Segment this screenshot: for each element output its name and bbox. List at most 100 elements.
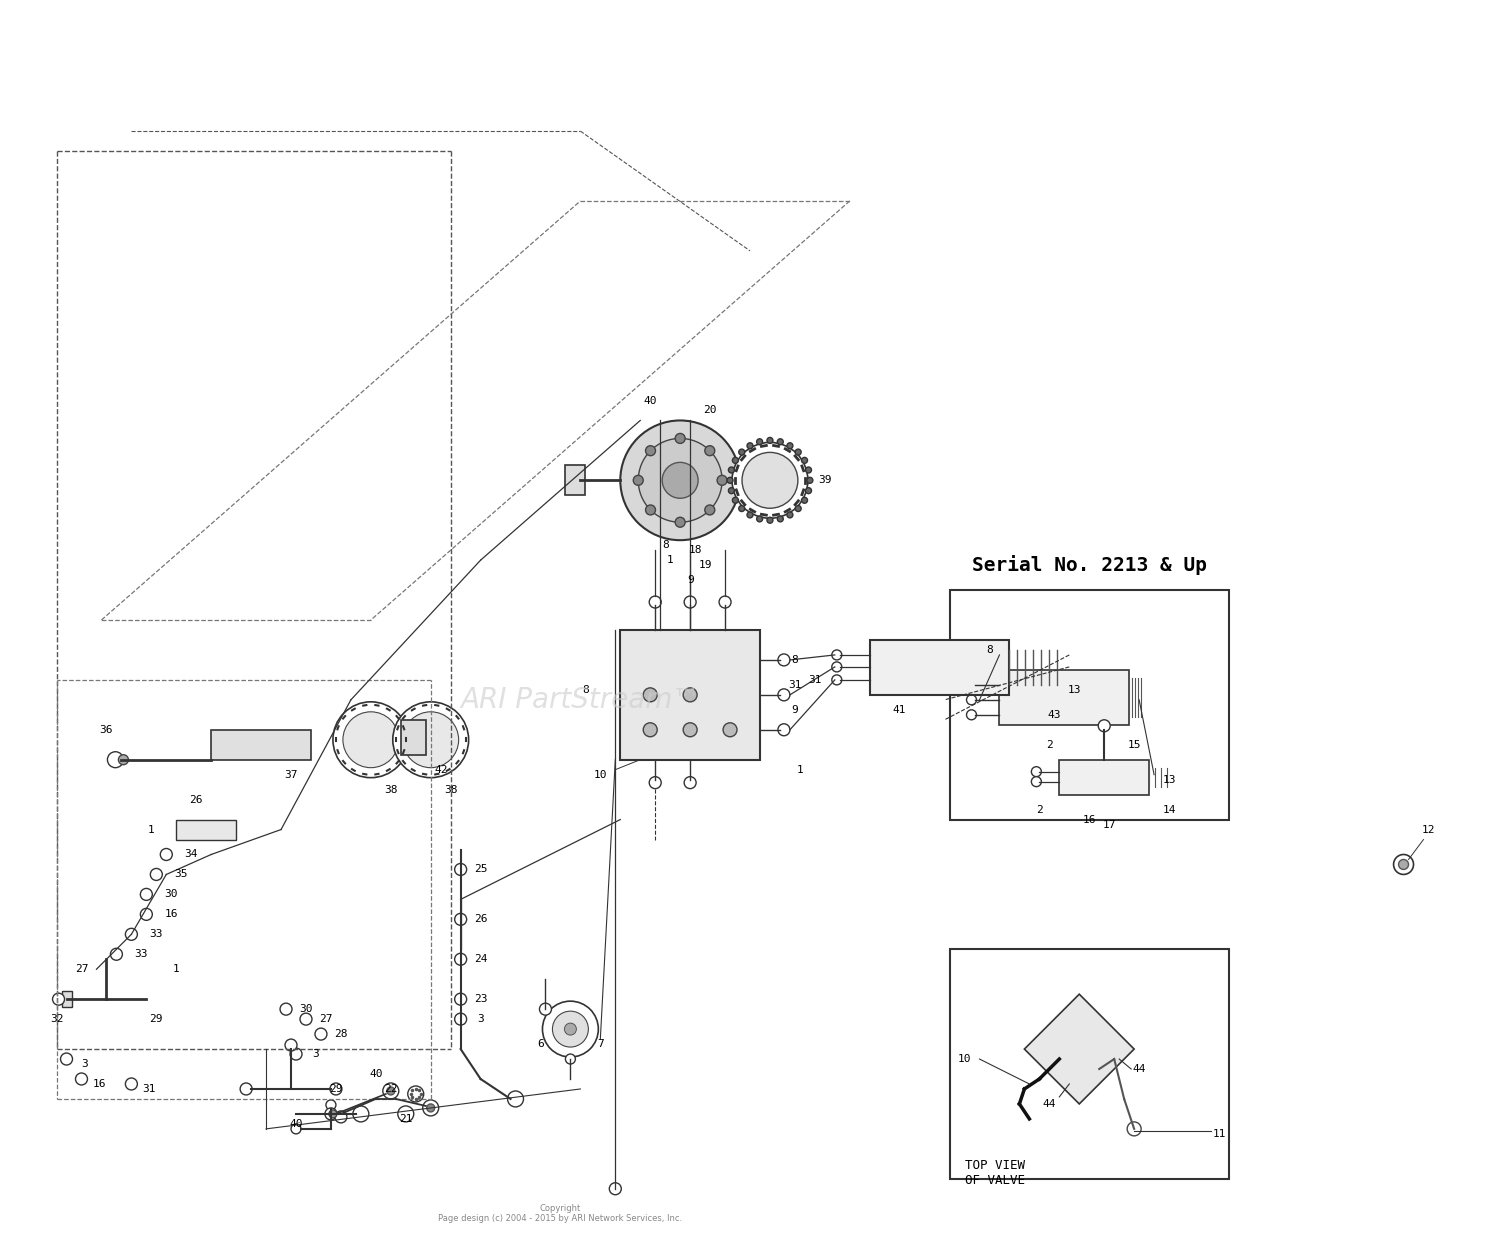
Text: 9: 9 — [687, 575, 693, 585]
Circle shape — [747, 442, 753, 449]
Circle shape — [326, 1100, 336, 1110]
Circle shape — [1032, 766, 1041, 776]
Polygon shape — [1024, 994, 1134, 1104]
Circle shape — [393, 701, 468, 778]
Circle shape — [778, 689, 790, 701]
Text: 10: 10 — [958, 1054, 972, 1064]
Circle shape — [1398, 860, 1408, 870]
Circle shape — [756, 439, 762, 445]
Circle shape — [382, 1082, 399, 1099]
Text: 37: 37 — [285, 770, 298, 780]
Text: 31: 31 — [788, 680, 801, 690]
Text: 30: 30 — [298, 1004, 312, 1014]
Circle shape — [966, 680, 976, 690]
Circle shape — [300, 1014, 312, 1025]
Circle shape — [718, 596, 730, 608]
Bar — [62, 991, 72, 1008]
Circle shape — [756, 516, 762, 521]
Text: 36: 36 — [99, 725, 112, 735]
Text: 2: 2 — [1046, 740, 1053, 750]
Text: 21: 21 — [399, 1114, 412, 1124]
Circle shape — [543, 1001, 598, 1058]
Text: 9: 9 — [792, 705, 798, 715]
Text: 40: 40 — [290, 1119, 303, 1129]
Circle shape — [126, 1078, 138, 1090]
Circle shape — [728, 478, 734, 484]
Circle shape — [766, 438, 772, 444]
Text: 16: 16 — [1083, 815, 1096, 825]
Circle shape — [423, 1100, 438, 1116]
Circle shape — [330, 1082, 342, 1095]
Circle shape — [723, 722, 736, 736]
Circle shape — [552, 1011, 588, 1048]
Text: 16: 16 — [93, 1079, 106, 1089]
Circle shape — [801, 498, 807, 504]
Circle shape — [540, 1004, 552, 1015]
Text: 8: 8 — [662, 540, 669, 550]
Circle shape — [747, 512, 753, 518]
Text: 31: 31 — [142, 1084, 156, 1094]
Text: 13: 13 — [1068, 685, 1082, 695]
Circle shape — [662, 462, 698, 499]
Text: 6: 6 — [537, 1039, 544, 1049]
Circle shape — [454, 994, 466, 1005]
Text: 27: 27 — [75, 964, 88, 974]
Circle shape — [684, 596, 696, 608]
Circle shape — [788, 442, 794, 449]
Circle shape — [675, 518, 686, 528]
Circle shape — [454, 914, 466, 925]
Circle shape — [778, 724, 790, 736]
Bar — [870, 640, 1010, 695]
Text: 1: 1 — [148, 825, 154, 835]
Text: 11: 11 — [1212, 1129, 1225, 1139]
Circle shape — [732, 442, 809, 519]
Text: Copyright
Page design (c) 2004 - 2015 by ARI Network Services, Inc.: Copyright Page design (c) 2004 - 2015 by… — [438, 1204, 682, 1224]
Bar — [621, 630, 760, 760]
Circle shape — [75, 1072, 87, 1085]
Text: 10: 10 — [594, 770, 608, 780]
Text: 25: 25 — [474, 865, 488, 875]
Text: 40: 40 — [644, 395, 657, 405]
Circle shape — [1098, 720, 1110, 731]
Text: 19: 19 — [699, 560, 712, 570]
Circle shape — [795, 505, 801, 511]
Circle shape — [398, 1106, 414, 1122]
Circle shape — [729, 488, 735, 494]
Circle shape — [644, 688, 657, 701]
Circle shape — [315, 1028, 327, 1040]
Text: 24: 24 — [474, 954, 488, 964]
Circle shape — [108, 751, 123, 768]
Circle shape — [801, 458, 807, 464]
Bar — [999, 670, 1130, 725]
Text: 33: 33 — [150, 929, 164, 939]
Text: 23: 23 — [474, 994, 488, 1004]
Text: 1: 1 — [668, 555, 674, 565]
Text: 30: 30 — [165, 890, 178, 900]
Circle shape — [807, 478, 813, 484]
Circle shape — [454, 864, 466, 875]
Circle shape — [280, 1004, 292, 1015]
Text: 38: 38 — [444, 785, 458, 795]
Circle shape — [126, 929, 138, 940]
Text: 38: 38 — [384, 785, 398, 795]
Circle shape — [717, 475, 728, 485]
Circle shape — [290, 1048, 302, 1060]
Bar — [950, 949, 1228, 1179]
Text: 32: 32 — [50, 1014, 63, 1024]
Text: 29: 29 — [328, 1084, 342, 1094]
Text: 1: 1 — [172, 964, 180, 974]
Circle shape — [732, 458, 738, 464]
Text: 35: 35 — [174, 870, 188, 880]
Bar — [177, 820, 236, 840]
Bar — [400, 720, 426, 755]
Text: 39: 39 — [818, 475, 831, 485]
Text: 22: 22 — [384, 1084, 398, 1094]
Text: 17: 17 — [1102, 820, 1116, 830]
Text: 41: 41 — [892, 705, 906, 715]
Text: 13: 13 — [1162, 775, 1176, 785]
Text: TOP VIEW
OF VALVE: TOP VIEW OF VALVE — [964, 1159, 1024, 1186]
Circle shape — [650, 776, 662, 789]
Circle shape — [1032, 776, 1041, 786]
Bar — [950, 590, 1228, 820]
Circle shape — [507, 1091, 524, 1108]
